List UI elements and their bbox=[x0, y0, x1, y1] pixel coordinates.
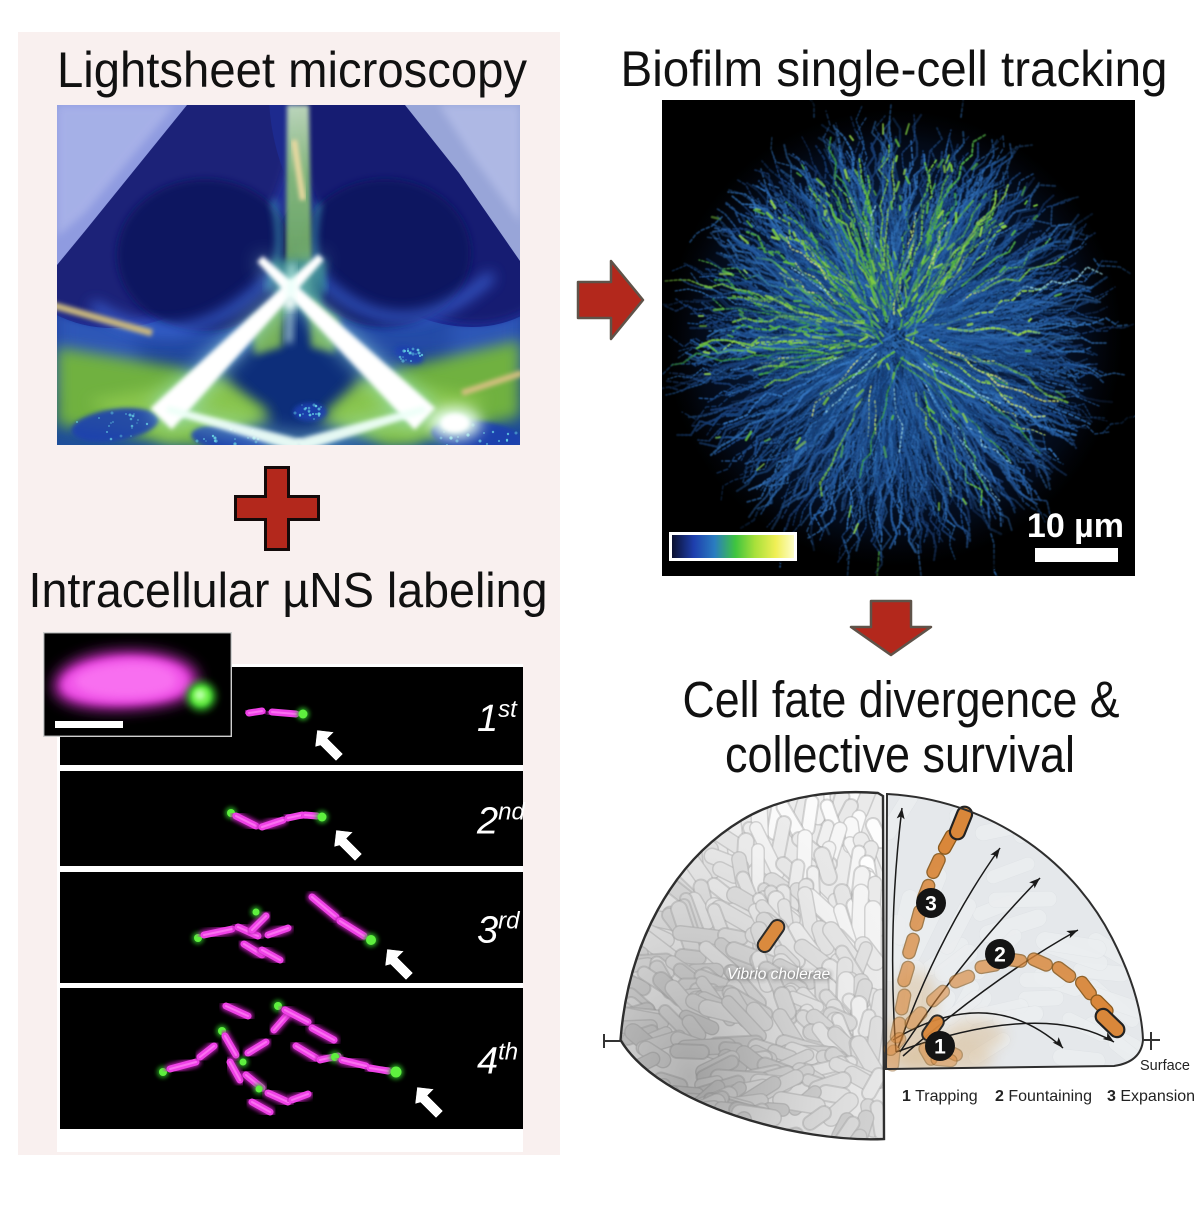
svg-text:3 Expansion: 3 Expansion bbox=[1107, 1088, 1195, 1105]
svg-text:Surface: Surface bbox=[1140, 1058, 1190, 1074]
svg-text:3: 3 bbox=[925, 893, 937, 916]
svg-text:Lightsheet microscopy: Lightsheet microscopy bbox=[57, 42, 527, 98]
svg-text:Biofilm single-cell tracking: Biofilm single-cell tracking bbox=[621, 41, 1168, 97]
svg-text:Vibrio cholerae: Vibrio cholerae bbox=[728, 967, 831, 984]
svg-text:1: 1 bbox=[934, 1036, 946, 1059]
svg-text:1 Trapping: 1 Trapping bbox=[902, 1088, 978, 1105]
svg-text:10 µm: 10 µm bbox=[1027, 507, 1124, 545]
svg-text:2: 2 bbox=[994, 944, 1006, 967]
svg-text:2 Fountaining: 2 Fountaining bbox=[995, 1088, 1092, 1105]
svg-text:Vibrio cholerae: Vibrio cholerae bbox=[727, 966, 830, 983]
svg-text:Cell fate divergence &: Cell fate divergence & bbox=[683, 671, 1120, 728]
svg-text:Intracellular µNS labeling: Intracellular µNS labeling bbox=[29, 564, 548, 618]
svg-text:collective survival: collective survival bbox=[725, 726, 1075, 783]
